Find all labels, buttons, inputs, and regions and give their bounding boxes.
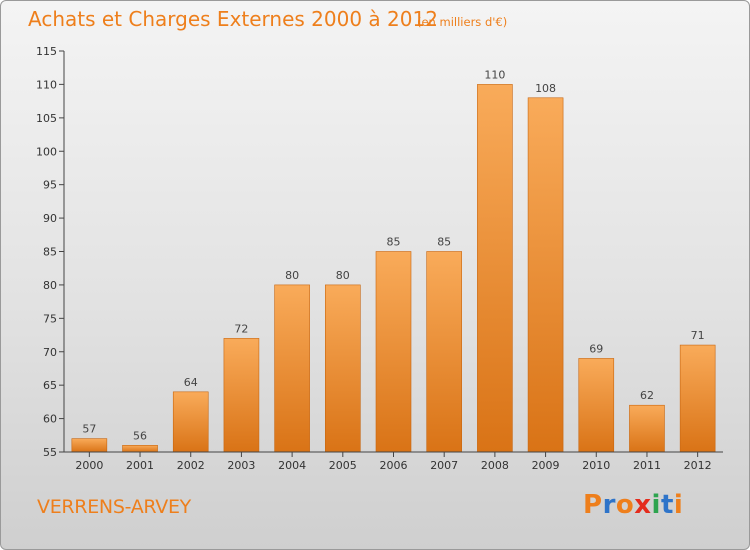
logo-letter: P	[583, 490, 603, 520]
logo-letter: t	[660, 490, 674, 520]
value-label-2009: 108	[535, 82, 556, 95]
y-tick-label: 70	[43, 346, 57, 359]
y-tick-label: 110	[36, 78, 57, 91]
value-label-2003: 72	[234, 322, 248, 335]
value-label-2001: 56	[133, 429, 147, 442]
proxiti-logo: Proxiti	[583, 490, 683, 520]
y-tick-label: 65	[43, 379, 57, 392]
x-tick-label-2006: 2006	[380, 459, 408, 472]
x-tick-label-2001: 2001	[126, 459, 154, 472]
value-labels: 57 56 64 72 80 80 85 85 110 108 69 62 71	[82, 68, 704, 442]
bar-2005	[325, 284, 361, 453]
x-tick-label-2003: 2003	[227, 459, 255, 472]
x-tick-label-2008: 2008	[481, 459, 509, 472]
logo-letter: r	[602, 490, 616, 520]
x-tick-label-2007: 2007	[430, 459, 458, 472]
value-label-2006: 85	[387, 236, 401, 249]
bar-2007	[426, 251, 462, 453]
value-label-2005: 80	[336, 269, 350, 282]
value-label-2011: 62	[640, 389, 654, 402]
bar-2010	[578, 358, 615, 453]
place-name: VERRENS-ARVEY	[37, 496, 191, 518]
bar-2011	[629, 404, 665, 453]
y-tick-label: 80	[43, 279, 57, 292]
y-tick-label: 85	[43, 246, 57, 259]
logo-letter: o	[615, 490, 635, 520]
bar-2003	[223, 338, 260, 453]
x-tick-label-2000: 2000	[75, 459, 103, 472]
y-tick-label: 105	[36, 112, 57, 125]
y-tick-label: 115	[36, 45, 57, 58]
value-label-2007: 85	[437, 236, 451, 249]
y-tick-label: 75	[43, 312, 57, 325]
x-tick-label-2002: 2002	[177, 459, 205, 472]
y-tick-label: 90	[43, 212, 57, 225]
bar-2000	[71, 438, 108, 453]
x-tick-label-2009: 2009	[532, 459, 560, 472]
chart-title: Achats et Charges Externes 2000 à 2012	[28, 7, 438, 31]
bar-2006	[375, 251, 412, 453]
y-tick-label: 60	[43, 413, 57, 426]
value-label-2000: 57	[82, 423, 96, 436]
value-label-2012: 71	[691, 329, 705, 342]
y-tick-label: 55	[43, 446, 57, 459]
bar-2008	[477, 84, 513, 453]
chart-subtitle: (en milliers d'€)	[417, 15, 508, 29]
bar-2002	[172, 391, 209, 453]
value-label-2004: 80	[285, 269, 299, 282]
logo-letter: x	[634, 490, 652, 520]
bar-2012	[679, 344, 716, 453]
bars	[71, 84, 716, 453]
value-label-2008: 110	[484, 68, 505, 81]
x-tick-label-2005: 2005	[329, 459, 357, 472]
y-tick-label: 100	[36, 145, 57, 158]
bar-2001	[122, 445, 158, 453]
bar-2004	[274, 284, 310, 453]
x-tick-label-2004: 2004	[278, 459, 306, 472]
value-label-2010: 69	[589, 342, 603, 355]
value-label-2002: 64	[184, 376, 198, 389]
x-tick-label-2010: 2010	[582, 459, 610, 472]
y-tick-label: 95	[43, 179, 57, 192]
axes	[63, 51, 723, 453]
bar-2009	[527, 97, 564, 453]
logo-letter: i	[651, 490, 661, 520]
y-axis-ticks: 55 60 65 70 75 80 85 90 95 100 105 110 115	[36, 45, 64, 459]
x-tick-label-2012: 2012	[684, 459, 712, 472]
x-axis-ticks: 2000 2001 2002 2003 2004 2005 2006 2007 2008 2009…	[75, 452, 712, 472]
x-tick-label-2011: 2011	[633, 459, 661, 472]
logo-letter: i	[673, 490, 684, 520]
